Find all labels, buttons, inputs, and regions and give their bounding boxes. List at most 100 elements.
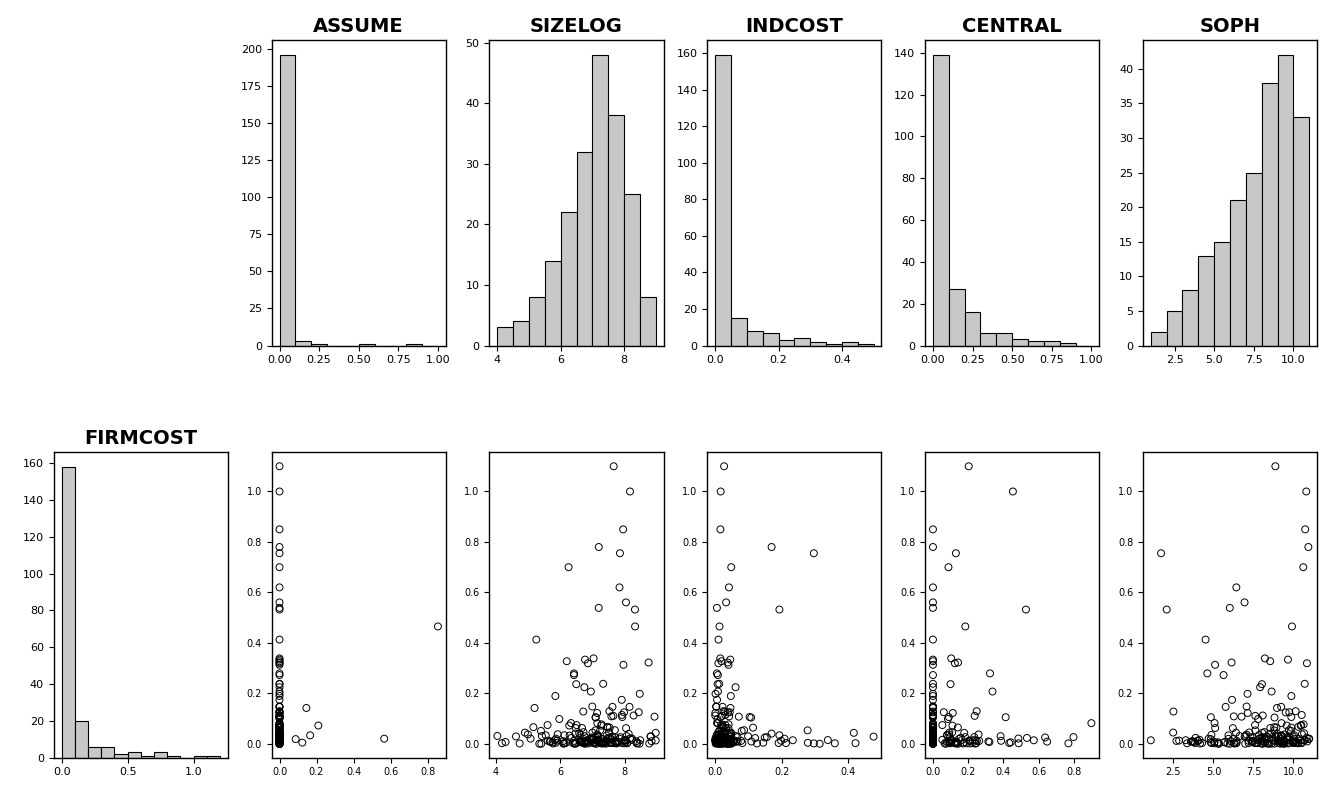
Point (948, 737, 969, 750)
Point (719, 726, 741, 739)
Point (638, 656, 660, 669)
Point (585, 711, 606, 724)
Point (570, 736, 591, 749)
Point (939, 736, 961, 749)
Point (708, 737, 730, 750)
Point (706, 601, 727, 614)
Point (544, 737, 566, 750)
Point (269, 717, 290, 729)
Point (1257, 737, 1278, 750)
Point (269, 729, 290, 742)
Point (1081, 717, 1102, 729)
Point (587, 730, 609, 743)
Point (1269, 735, 1290, 748)
Point (269, 737, 290, 750)
Point (1226, 726, 1247, 739)
Bar (167, 756, 180, 758)
Point (1247, 737, 1269, 750)
Point (427, 620, 449, 633)
Point (560, 731, 582, 744)
Point (1016, 732, 1038, 745)
Point (767, 737, 789, 750)
Point (1254, 733, 1275, 746)
Point (1297, 541, 1318, 554)
Point (922, 734, 943, 747)
Point (569, 727, 590, 740)
Point (922, 729, 943, 742)
Point (269, 737, 290, 750)
Point (706, 735, 727, 748)
Point (999, 737, 1020, 750)
Point (569, 732, 590, 745)
Point (718, 735, 739, 748)
Bar (513, 322, 530, 346)
Point (570, 734, 591, 747)
Point (1226, 734, 1247, 747)
Point (269, 721, 290, 733)
Point (708, 737, 730, 750)
Point (710, 719, 731, 732)
Point (922, 737, 943, 750)
Point (597, 731, 618, 744)
Point (706, 736, 727, 749)
Point (754, 731, 775, 744)
Point (723, 734, 745, 747)
Point (720, 735, 742, 748)
Point (714, 459, 735, 472)
Point (922, 601, 943, 614)
Point (922, 659, 943, 671)
Point (922, 700, 943, 713)
Point (269, 736, 290, 749)
Point (554, 737, 575, 750)
Point (1284, 733, 1305, 746)
Point (613, 737, 634, 750)
Point (922, 735, 943, 748)
Point (711, 736, 732, 749)
Point (1278, 736, 1300, 749)
Point (1275, 706, 1297, 719)
Point (269, 726, 290, 739)
Point (616, 596, 637, 609)
Point (269, 732, 290, 745)
Point (922, 734, 943, 747)
Point (1278, 706, 1300, 719)
Point (724, 729, 746, 742)
Point (570, 735, 591, 748)
Point (935, 736, 957, 749)
Point (1185, 731, 1207, 744)
Point (269, 710, 290, 723)
Point (269, 733, 290, 746)
Title: ASSUME: ASSUME (313, 17, 405, 36)
Point (1163, 705, 1184, 718)
Point (269, 737, 290, 750)
Point (715, 733, 737, 746)
Point (1254, 736, 1275, 749)
Point (1281, 690, 1302, 703)
Point (269, 634, 290, 646)
Point (1270, 732, 1292, 745)
Point (308, 719, 329, 732)
Point (269, 721, 290, 734)
Point (954, 731, 976, 744)
Point (269, 734, 290, 747)
Point (547, 734, 569, 747)
Point (1262, 733, 1284, 746)
Point (587, 730, 609, 743)
Point (598, 733, 620, 746)
Point (613, 706, 634, 719)
Point (707, 731, 728, 744)
Point (1253, 709, 1274, 722)
Point (1242, 732, 1263, 745)
Point (1204, 717, 1226, 729)
Point (708, 620, 730, 633)
Point (716, 737, 738, 750)
Bar (560, 212, 577, 346)
Point (948, 721, 969, 734)
Point (641, 735, 663, 748)
Bar (841, 342, 857, 346)
Point (1219, 601, 1241, 614)
Point (586, 728, 607, 741)
Point (574, 736, 595, 749)
Point (922, 736, 943, 749)
Point (269, 735, 290, 748)
